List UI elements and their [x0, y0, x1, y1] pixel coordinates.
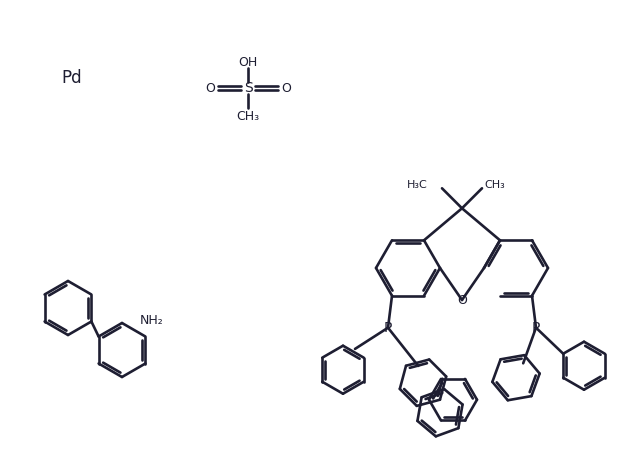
Text: P: P: [384, 321, 392, 335]
Text: CH₃: CH₃: [236, 110, 260, 123]
Text: H₃C: H₃C: [407, 180, 428, 190]
Text: OH: OH: [238, 55, 258, 69]
Text: S: S: [244, 81, 252, 95]
Text: O: O: [281, 81, 291, 94]
Text: CH₃: CH₃: [484, 180, 505, 190]
Text: O: O: [205, 81, 215, 94]
Text: O: O: [457, 293, 467, 306]
Text: Pd: Pd: [61, 69, 83, 87]
Text: P: P: [532, 321, 540, 335]
Text: NH₂: NH₂: [140, 313, 164, 327]
